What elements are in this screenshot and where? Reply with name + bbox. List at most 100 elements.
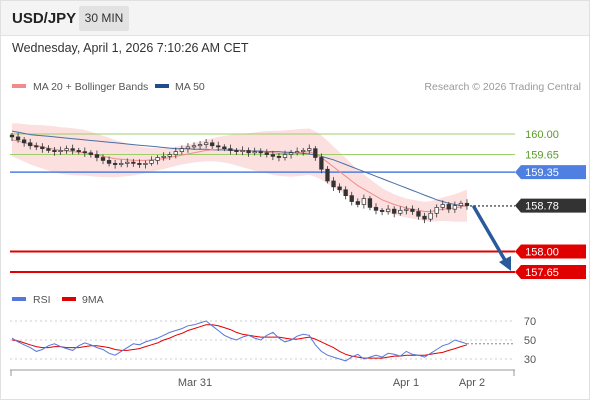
candle-body [355,201,360,205]
copyright-text: Research © 2026 Trading Central [424,81,581,93]
candle-body [428,212,433,220]
candle-body [34,145,39,148]
candle-body [294,151,300,154]
moving-averages [11,130,468,212]
candle-body [258,151,263,154]
candle-body [58,150,63,152]
candle-body [185,146,191,150]
ma50-legend-label: MA 50 [175,81,205,93]
candle-body [270,154,276,157]
candle-body [203,142,209,145]
candle-body [313,148,318,158]
candle-body [228,148,233,151]
main-legend: MA 20 + Bollinger Bands MA 50 Research ©… [12,81,581,93]
candle-body [125,161,130,164]
x-tick-label: Mar 31 [178,377,212,389]
candle-body [9,134,15,138]
candle-body [404,208,409,211]
candle-body [46,148,51,151]
candle-body [161,155,166,158]
candle-body [106,160,112,164]
candle-body [282,154,288,158]
candle-body [307,148,312,151]
candle-body [149,160,154,164]
x-tick-label: Apr 2 [459,377,485,389]
candle-body [373,207,379,211]
rsi-panel: 70 50 30 [10,316,536,366]
forecast-arrow [472,205,511,271]
candle-body [179,148,185,152]
candle-body [234,150,239,152]
candle-body [246,150,251,154]
rsi-ma9-line [11,324,468,359]
rsi-legend-label: RSI [33,294,51,306]
candle-body [240,150,245,152]
candle-body [197,144,203,147]
level-label-157.65: 157.65 [525,267,559,279]
candle-body [361,198,367,205]
candle-body [379,209,385,212]
level-label-159.65: 159.65 [525,150,559,162]
ma9-legend-swatch [62,297,76,301]
candle-body [191,145,197,148]
interval-badge[interactable]: 30 MIN [79,6,129,31]
candle-body [385,208,391,212]
candle-body [131,161,136,164]
candle-body [337,186,342,191]
ma20-legend-swatch [12,84,26,88]
x-tick-label: Apr 1 [393,377,419,389]
symbol-title: USD/JPY [12,10,77,27]
x-axis: Mar 31 Apr 1 Apr 2 [10,369,515,389]
candle-body [210,142,215,147]
level-labels: 160.00 159.65 159.35 158.00 157.65 158.78 [515,129,586,279]
chart-header: USD/JPY 30 MIN [0,0,590,36]
level-label-158.00: 158.00 [525,246,559,258]
forecast-arrow-head [499,256,511,271]
level-tag-159.35 [515,165,586,180]
candle-body [349,195,354,202]
candle-body [216,145,221,148]
candle-body [173,151,178,155]
timestamp: Wednesday, April 1, 2026 7:10:26 AM CET [12,41,249,55]
last-price-tag [515,198,586,213]
ma20-line [11,139,468,212]
candle-body [458,202,464,206]
level-label-159.35: 159.35 [525,167,559,179]
candle-body [331,180,336,188]
candle-body [137,163,142,165]
candle-body [70,148,75,151]
level-tag-158.00 [515,244,586,259]
candle-body [325,168,330,182]
rsi-line [11,320,468,362]
candle-body [276,155,282,158]
ma50-legend-swatch [155,84,169,88]
rsi-legend: RSI 9MA [12,294,104,306]
candle-body [452,205,458,210]
level-tag-157.65 [515,265,586,279]
candle-body [398,209,403,214]
candlesticks [9,132,470,224]
rsi-tick-label: 30 [524,354,536,366]
candle-body [446,204,451,210]
candle-body [392,208,397,214]
candle-body [422,215,427,220]
candle-body [416,211,421,217]
candle-body [434,207,439,214]
candle-body [40,146,45,150]
forecast-arrow-shaft [472,205,508,264]
candle-body [119,163,124,165]
candle-body [15,136,21,141]
last-price-label: 158.78 [525,201,559,213]
candle-body [440,204,445,208]
candle-body [112,163,118,165]
candle-body [222,146,227,150]
candle-body [143,163,148,165]
candle-body [21,139,27,144]
candle-body [410,208,415,212]
candle-body [100,157,106,161]
candle-body [155,157,160,161]
level-label-160.00: 160.00 [525,129,559,141]
candle-body [64,148,69,151]
candle-body [288,152,294,155]
